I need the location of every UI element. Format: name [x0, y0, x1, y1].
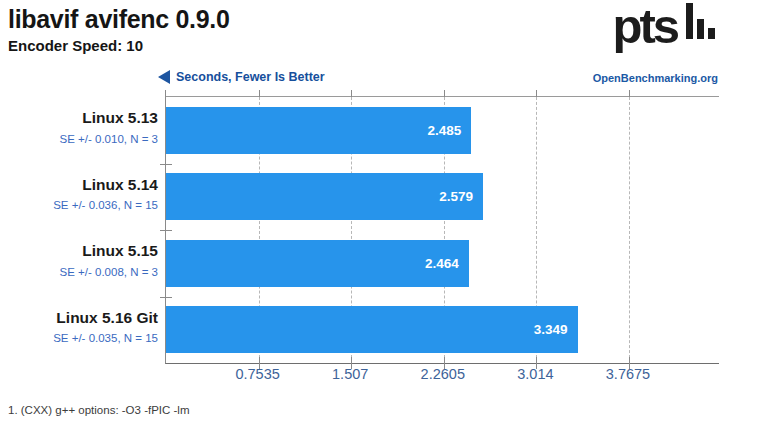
category-label-block: Linux 5.15 SE +/- 0.008, N = 3: [3, 243, 158, 278]
axis-tick: [629, 357, 630, 369]
category-label-block: Linux 5.13 SE +/- 0.010, N = 3: [3, 110, 158, 145]
bar-linux-5-14: 2.579: [166, 173, 483, 220]
row-boundary-tick: [160, 164, 172, 165]
plot-area: Linux 5.13 SE +/- 0.010, N = 3 2.485 Lin…: [165, 96, 719, 364]
axis-tick: [351, 357, 352, 369]
category-label-block: Linux 5.14 SE +/- 0.036, N = 15: [3, 177, 158, 212]
bar-linux-5-16-git: 3.349: [166, 306, 578, 353]
chart-row: Linux 5.16 Git SE +/- 0.035, N = 15 3.34…: [166, 297, 719, 364]
category-error-label: SE +/- 0.036, N = 15: [3, 200, 158, 212]
chart-row: Linux 5.13 SE +/- 0.010, N = 3 2.485: [166, 97, 719, 164]
pts-logo: pts: [613, 2, 716, 51]
bar-value-label: 2.464: [425, 256, 469, 271]
category-label-block: Linux 5.16 Git SE +/- 0.035, N = 15: [3, 310, 158, 345]
row-boundary-tick: [160, 230, 172, 231]
category-error-label: SE +/- 0.035, N = 15: [3, 333, 158, 345]
category-error-label: SE +/- 0.008, N = 3: [3, 267, 158, 279]
bar-linux-5-15: 2.464: [166, 240, 469, 287]
x-axis-tick-labels: 0.7535 1.507 2.2605 3.014 3.7675: [165, 366, 718, 386]
axis-tick: [444, 357, 445, 369]
bar-value-label: 2.579: [439, 189, 483, 204]
chart-row: Linux 5.15 SE +/- 0.008, N = 3 2.464: [166, 230, 719, 297]
pts-logo-text: pts: [613, 2, 678, 51]
x-tick-label: 0.7535: [235, 366, 279, 382]
unit-legend-label: Seconds, Fewer Is Better: [176, 70, 325, 84]
axis-tick: [259, 90, 260, 97]
compiler-options-note: 1. (CXX) g++ options: -O3 -fPIC -lm: [8, 404, 190, 416]
bar-chart-icon: [682, 3, 715, 39]
category-label: Linux 5.16 Git: [3, 310, 158, 326]
category-label: Linux 5.14: [3, 177, 158, 193]
category-label: Linux 5.15: [3, 243, 158, 259]
benchmark-chart: libavif avifenc 0.9.0 Encoder Speed: 10 …: [0, 0, 760, 428]
unit-legend: Seconds, Fewer Is Better: [158, 70, 325, 84]
bar-value-label: 3.349: [534, 322, 578, 337]
left-arrow-icon: [158, 70, 170, 84]
category-label: Linux 5.13: [3, 110, 158, 126]
axis-tick: [536, 90, 537, 97]
x-tick-label: 2.2605: [421, 366, 465, 382]
category-error-label: SE +/- 0.010, N = 3: [3, 134, 158, 146]
chart-row: Linux 5.14 SE +/- 0.036, N = 15 2.579: [166, 164, 719, 231]
x-tick-label: 3.014: [517, 366, 553, 382]
axis-tick: [165, 90, 166, 97]
page-title: libavif avifenc 0.9.0: [8, 5, 230, 34]
x-tick-label: 3.7675: [606, 366, 650, 382]
axis-tick: [444, 90, 445, 97]
row-boundary-tick: [160, 297, 172, 298]
axis-tick: [629, 90, 630, 97]
page-subtitle: Encoder Speed: 10: [8, 37, 143, 54]
openbenchmarking-link[interactable]: OpenBenchmarking.org: [593, 72, 718, 84]
bar-value-label: 2.485: [428, 123, 472, 138]
axis-tick: [351, 90, 352, 97]
axis-tick: [536, 357, 537, 369]
bar-linux-5-13: 2.485: [166, 107, 471, 154]
axis-tick: [259, 357, 260, 369]
x-tick-label: 1.507: [332, 366, 368, 382]
